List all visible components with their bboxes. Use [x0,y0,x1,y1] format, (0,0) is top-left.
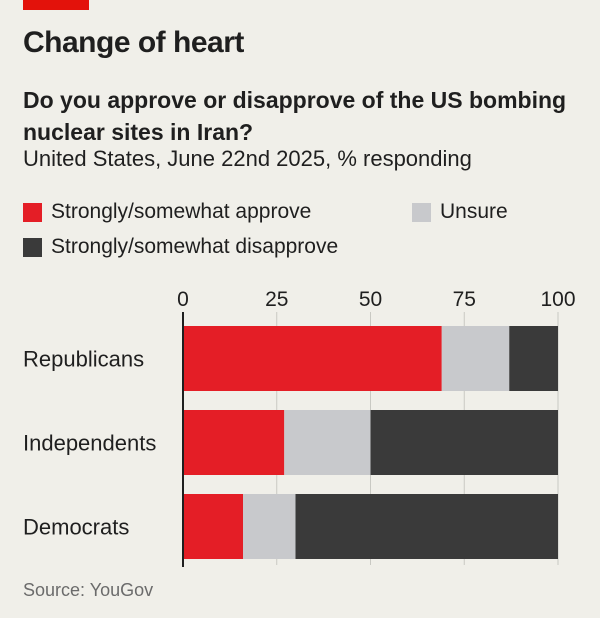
bar-republicans-approve [183,326,442,391]
stacked-bar-chart: 0 25 50 75 100 Republicans Independents Democra… [23,288,576,567]
category-label-independents: Independents [23,431,156,456]
bar-republicans-disapprove [509,326,558,391]
chart-subtitle: Do you approve or disapprove of the US b… [23,87,567,145]
bar-independents-unsure [284,410,371,475]
legend-swatch-unsure [412,202,431,222]
bar-democrats-approve [183,494,243,559]
x-tick-label-50: 50 [359,288,382,311]
brand-accent-bar [23,0,89,10]
legend-item-unsure: Unsure [412,200,508,224]
x-tick-label-75: 75 [453,288,476,311]
legend-label-approve: Strongly/somewhat approve [51,200,312,223]
category-label-republicans: Republicans [23,347,144,372]
x-tick-label-25: 25 [265,288,288,311]
x-tick-label-0: 0 [177,288,189,311]
legend-label-unsure: Unsure [440,200,508,223]
legend-label-disapprove: Strongly/somewhat disapprove [51,235,339,258]
chart-title: Change of heart [23,26,244,59]
legend-swatch-disapprove [23,237,42,257]
source-note: Source: YouGov [23,580,154,600]
bar-independents-approve [183,410,285,475]
bar-democrats-unsure [243,494,296,559]
category-label-democrats: Democrats [23,515,129,540]
bar-republicans-unsure [441,326,510,391]
legend-item-disapprove: Strongly/somewhat disapprove [23,235,338,259]
legend-item-approve: Strongly/somewhat approve [23,200,311,224]
x-tick-label-100: 100 [540,288,575,311]
chart-description: United States, June 22nd 2025, % respond… [23,146,472,171]
legend-swatch-approve [23,202,42,222]
bar-independents-disapprove [370,410,558,475]
bar-democrats-disapprove [295,494,558,559]
